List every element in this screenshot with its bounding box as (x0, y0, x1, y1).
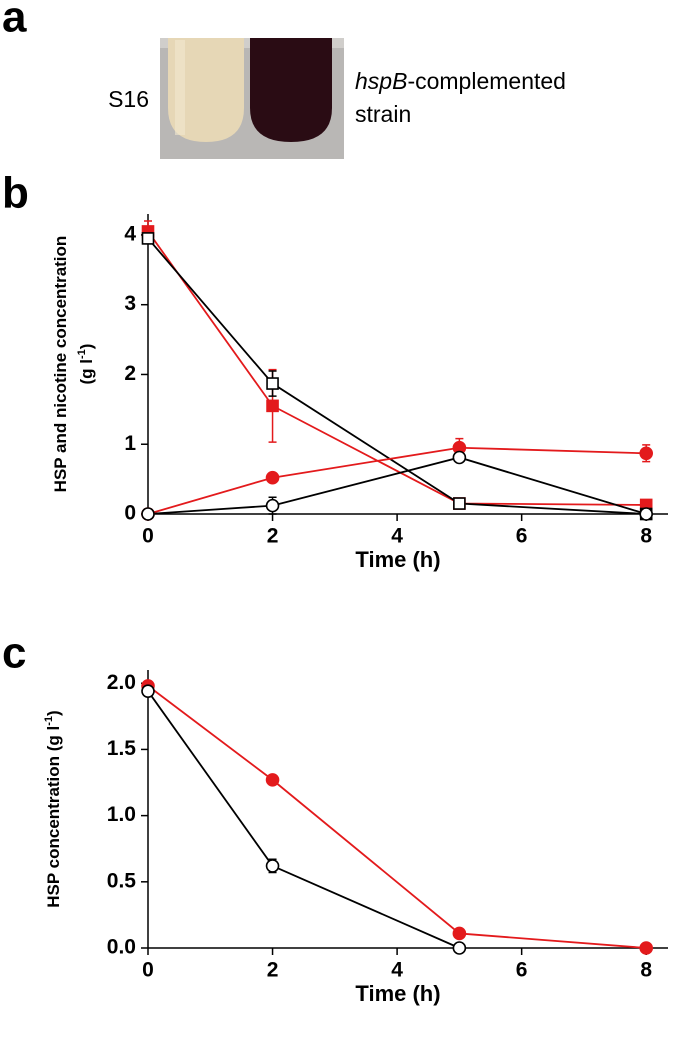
series-line (147, 230, 647, 506)
y-axis-label-part: HSP and nicotine concentration (51, 236, 70, 493)
y-tick-label: 0.5 (107, 869, 137, 892)
panel-label: b (2, 169, 29, 218)
x-tick-label: 6 (516, 525, 528, 548)
x-tick-label: 2 (267, 959, 279, 982)
x-tick-label: 8 (640, 959, 652, 982)
x-tick-label: 0 (142, 959, 154, 982)
series-line (147, 690, 460, 949)
y-axis-label: HSP concentration (g l-1) (43, 710, 64, 907)
x-tick-label: 0 (142, 525, 154, 548)
photo-label: S16 (108, 86, 149, 112)
photo-label: hspB-complemented (355, 68, 566, 94)
photo-label-part: hspB (355, 68, 407, 94)
panel-label: c (2, 629, 26, 678)
x-axis-label: Time (h) (355, 547, 440, 572)
series-line (147, 685, 647, 949)
marker (265, 773, 280, 787)
marker (265, 470, 280, 485)
y-axis-label-part: ) (44, 710, 63, 716)
series-line (147, 456, 647, 515)
y-tick-label: 1.0 (107, 803, 136, 826)
photo (160, 38, 344, 159)
series-line (147, 446, 647, 515)
marker (266, 377, 279, 390)
y-axis-label-part: HSP concentration (g l (44, 726, 63, 908)
x-axis-label: Time (h) (355, 981, 440, 1006)
y-axis-label-sup: -1 (76, 349, 88, 359)
x-tick-label: 4 (391, 525, 403, 548)
y-tick-label: 1 (124, 432, 136, 455)
x-tick-label: 8 (640, 525, 652, 548)
photo-label: strain (355, 101, 411, 127)
y-axis-label: (g l-1) (76, 344, 97, 385)
marker (452, 941, 467, 955)
y-tick-label: 1.5 (107, 737, 137, 760)
marker (266, 399, 279, 413)
marker (453, 497, 466, 510)
y-axis-label: HSP and nicotine concentration (51, 236, 70, 493)
y-tick-label: 0 (124, 502, 136, 525)
marker (141, 507, 155, 521)
y-axis-label-sup: -1 (43, 716, 55, 726)
marker (452, 450, 467, 465)
marker (141, 684, 155, 698)
marker (639, 507, 654, 521)
y-tick-label: 3 (124, 292, 136, 315)
x-tick-label: 6 (516, 959, 528, 982)
photo-label-part: -complemented (407, 68, 566, 94)
panel-label: a (2, 0, 27, 42)
marker (265, 859, 280, 873)
y-axis-label-part: (g l (77, 359, 96, 385)
marker (265, 498, 280, 513)
marker (452, 926, 467, 941)
y-tick-label: 4 (124, 222, 136, 245)
x-tick-label: 4 (391, 959, 403, 982)
y-tick-label: 2.0 (107, 671, 136, 694)
x-tick-label: 2 (267, 525, 279, 548)
marker (639, 941, 654, 955)
y-tick-label: 2 (124, 362, 136, 385)
y-axis-label-part: ) (77, 344, 96, 350)
y-tick-label: 0.0 (107, 936, 136, 959)
marker (141, 232, 155, 245)
marker (639, 446, 654, 461)
series-line (147, 237, 647, 515)
